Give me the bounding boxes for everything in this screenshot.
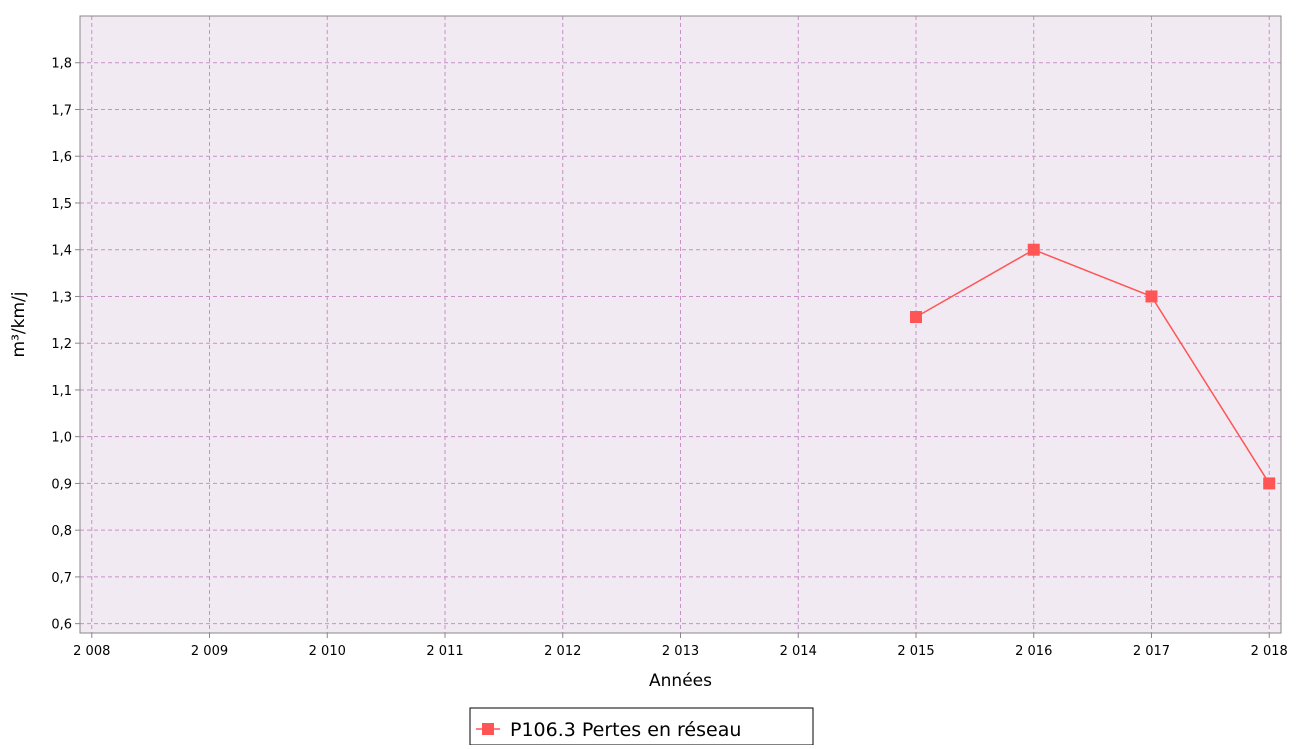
legend: P106.3 Pertes en réseau [469, 707, 814, 746]
data-point-marker [1145, 290, 1158, 303]
y-tick-label: 1,0 [51, 431, 72, 446]
axes: 2 008 2 009 2 010 2 011 2 012 2 013 2 014 2 015… [51, 57, 1288, 659]
x-tick-label: 2 009 [191, 644, 228, 659]
x-tick-label: 2 015 [897, 644, 934, 659]
data-point-marker [909, 311, 922, 324]
series-layer [909, 243, 1276, 490]
y-tick-label: 1,7 [51, 103, 72, 118]
data-point-marker [1263, 477, 1276, 490]
data-point-marker [1027, 243, 1040, 256]
x-tick-label: 2 008 [73, 644, 110, 659]
y-tick-label: 1,2 [51, 337, 72, 352]
y-tick-label: 0,7 [51, 571, 72, 586]
y-tick-label: 0,9 [51, 477, 72, 492]
y-axis-label: m³/km/j [9, 292, 29, 358]
x-tick-label: 2 018 [1251, 644, 1288, 659]
y-tick-label: 1,3 [51, 290, 72, 305]
series-line [915, 248, 1270, 484]
x-tick-label: 2 010 [309, 644, 346, 659]
y-tick-label: 1,6 [51, 150, 72, 165]
x-tick-label: 2 014 [780, 644, 817, 659]
y-tick-label: 1,8 [51, 57, 72, 72]
x-tick-label: 2 017 [1133, 644, 1170, 659]
y-tick-label: 0,8 [51, 524, 72, 539]
x-tick-label: 2 016 [1015, 644, 1052, 659]
legend-label: P106.3 Pertes en réseau [510, 719, 741, 741]
x-tick-label: 2 013 [662, 644, 699, 659]
grid-lines [80, 16, 1281, 633]
y-tick-label: 1,5 [51, 197, 72, 212]
y-tick-label: 1,4 [51, 244, 72, 259]
x-tick-label: 2 012 [544, 644, 581, 659]
x-axis-label: Années [649, 671, 712, 691]
legend-marker-swatch [482, 723, 494, 735]
y-tick-label: 0,6 [51, 618, 72, 633]
x-tick-label: 2 011 [426, 644, 463, 659]
y-tick-label: 1,1 [51, 384, 72, 399]
